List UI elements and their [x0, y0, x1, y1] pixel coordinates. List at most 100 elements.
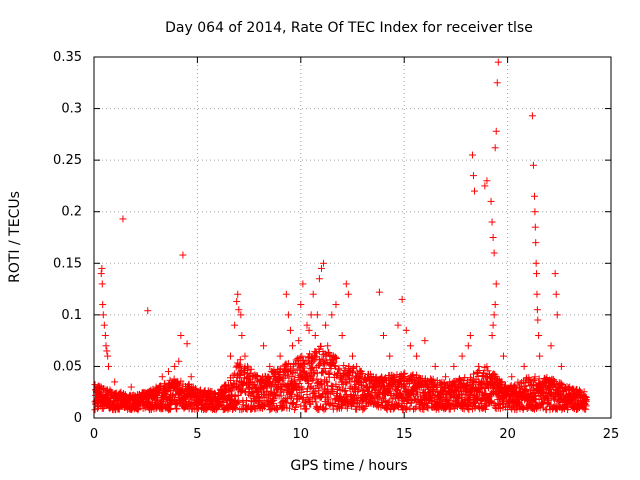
- data-point: [227, 392, 235, 400]
- data-point: [343, 404, 351, 412]
- data-point: [289, 365, 297, 373]
- data-point: [253, 371, 261, 379]
- data-point: [236, 371, 244, 379]
- data-point: [170, 375, 178, 383]
- data-point: [302, 405, 310, 413]
- data-point: [298, 352, 306, 360]
- data-point: [283, 371, 291, 379]
- data-point: [186, 400, 194, 408]
- data-point: [306, 350, 314, 358]
- data-point: [293, 400, 301, 408]
- data-point: [310, 370, 318, 378]
- data-point: [264, 374, 272, 382]
- data-point: [312, 398, 320, 406]
- data-point: [342, 380, 350, 388]
- data-point: [319, 368, 327, 376]
- data-point: [247, 378, 255, 386]
- data-point: [267, 381, 275, 389]
- data-point: [285, 404, 293, 412]
- axis-ticks: 0 5 10 15 20 25 0 0.05 0.1 0.15 0.2 0.25 0.3 0.35: [53, 50, 619, 442]
- data-point: [267, 388, 275, 396]
- data-point: [290, 360, 298, 368]
- data-point: [240, 370, 248, 378]
- data-point: [282, 399, 290, 407]
- data-point: [308, 359, 316, 367]
- data-point: [281, 361, 289, 369]
- data-point: [337, 392, 345, 400]
- data-point: [269, 397, 277, 405]
- data-point: [248, 389, 256, 397]
- data-point: [317, 342, 325, 350]
- y-tick-label: 0.05: [53, 359, 82, 374]
- data-point: [295, 379, 303, 387]
- data-point: [345, 362, 353, 370]
- data-point: [231, 403, 239, 411]
- data-point: [283, 395, 291, 403]
- data-point: [299, 368, 307, 376]
- data-point: [288, 390, 296, 398]
- data-point: [330, 388, 338, 396]
- data-point: [239, 380, 247, 388]
- chart-title: Day 064 of 2014, Rate Of TEC Index for r…: [165, 20, 533, 36]
- grid-lines: [94, 57, 611, 418]
- x-tick-label: 25: [603, 427, 620, 442]
- data-point: [325, 370, 333, 378]
- data-point: [197, 386, 205, 394]
- data-point: [341, 387, 349, 395]
- y-tick-label: 0.35: [53, 50, 82, 65]
- x-tick-label: 5: [193, 427, 201, 442]
- data-point: [324, 396, 332, 404]
- data-point: [172, 404, 180, 412]
- data-point: [314, 387, 322, 395]
- data-point: [341, 387, 349, 395]
- x-tick-label: 10: [293, 427, 310, 442]
- data-point: [241, 387, 249, 395]
- data-point: [267, 405, 275, 413]
- y-tick-label: 0.2: [61, 205, 82, 220]
- data-point: [173, 405, 181, 413]
- data-point: [292, 403, 300, 411]
- data-point: [308, 376, 316, 384]
- data-point: [310, 388, 318, 396]
- data-point: [292, 382, 300, 390]
- data-point: [335, 383, 343, 391]
- data-point: [322, 405, 330, 413]
- data-point: [310, 368, 318, 376]
- x-tick-label: 15: [396, 427, 413, 442]
- data-point: [335, 364, 343, 372]
- data-point: [312, 349, 320, 357]
- data-points: [91, 58, 590, 414]
- data-point: [320, 406, 328, 414]
- data-point: [260, 390, 268, 398]
- data-point: [306, 394, 314, 402]
- data-point: [335, 366, 343, 374]
- data-point: [309, 357, 317, 365]
- y-tick-label: 0.1: [61, 308, 82, 323]
- data-point: [317, 381, 325, 389]
- data-point: [295, 395, 303, 403]
- y-tick-label: 0.25: [53, 153, 82, 168]
- data-point: [325, 348, 333, 356]
- data-point: [91, 381, 99, 389]
- data-point: [318, 380, 326, 388]
- data-point: [332, 354, 340, 362]
- x-tick-label: 0: [90, 427, 98, 442]
- data-point: [289, 400, 297, 408]
- data-point: [228, 392, 236, 400]
- data-point: [273, 404, 281, 412]
- data-point: [134, 406, 142, 414]
- data-point: [224, 381, 232, 389]
- data-point: [244, 364, 252, 372]
- data-point: [270, 395, 278, 403]
- data-point: [176, 382, 184, 390]
- data-point: [287, 394, 295, 402]
- data-point: [182, 397, 190, 405]
- data-point: [247, 365, 255, 373]
- x-tick-label: 20: [499, 427, 516, 442]
- data-point: [220, 382, 228, 390]
- data-point: [236, 356, 244, 364]
- data-point: [161, 380, 169, 388]
- data-point: [331, 353, 339, 361]
- y-tick-label: 0.15: [53, 256, 82, 271]
